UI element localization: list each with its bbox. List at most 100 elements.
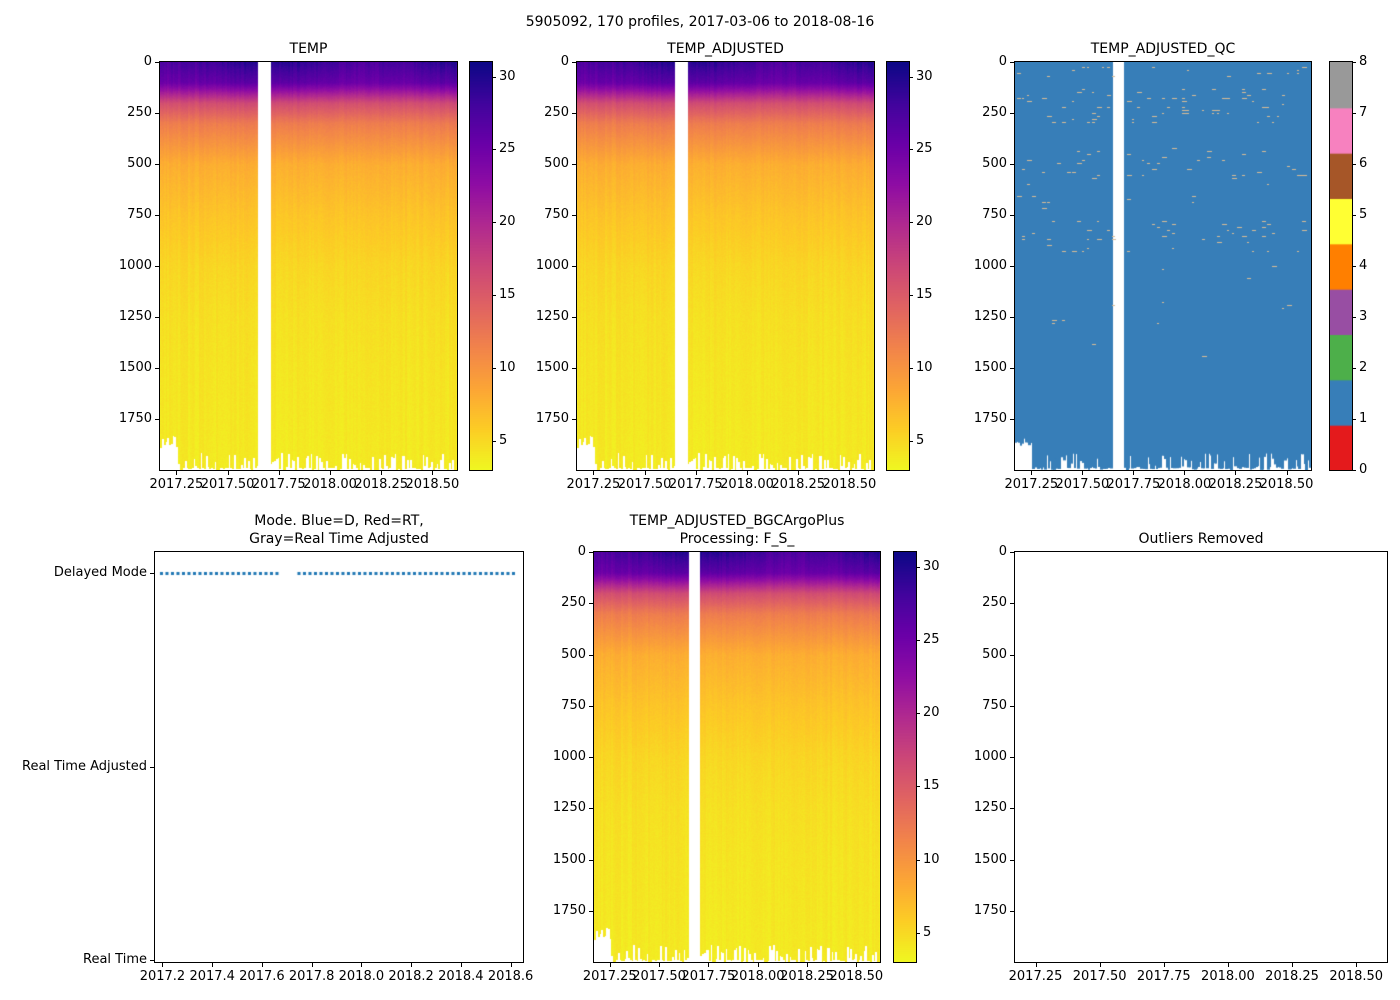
x-tick-mark (278, 471, 280, 475)
colorbar-tick-label: 30 (916, 68, 933, 84)
x-tick-mark (695, 471, 697, 475)
x-tick-label: 2017.25 (1004, 477, 1059, 492)
x-tick-label: 2018.00 (1201, 969, 1255, 984)
colorbar (469, 61, 493, 471)
colorbar-tick-label: 4 (1359, 258, 1368, 273)
y-tick-label: 750 (982, 207, 1007, 222)
y-tick-label: 750 (127, 207, 152, 222)
colorbar-tick-label: 10 (916, 360, 933, 375)
colorbar-canvas (1330, 62, 1352, 470)
outliers-plot-canvas (1015, 552, 1387, 962)
colorbar-tick-label: 5 (916, 432, 925, 448)
x-tick-mark (381, 471, 383, 475)
y-tick-label: 1500 (118, 360, 152, 375)
plot-title-outliers-removed: Outliers Removed (1138, 531, 1264, 547)
colorbar-tick-mark (916, 786, 920, 788)
x-tick-label: 2017.25 (1008, 969, 1063, 984)
x-tick-mark (593, 471, 595, 475)
x-tick-mark (212, 963, 214, 967)
x-tick-mark (1184, 471, 1186, 475)
colorbar-tick-label: 25 (923, 631, 940, 647)
x-tick-mark (311, 963, 313, 967)
colorbar-tick-mark (492, 76, 496, 78)
y-tick-mark (1010, 910, 1014, 912)
y-tick-label: 0 (998, 544, 1007, 559)
colorbar-tick-mark (916, 859, 920, 861)
x-tick-label: 2017.2 (139, 969, 186, 984)
y-tick-label: 1000 (973, 258, 1007, 273)
y-tick-mark (1010, 164, 1014, 165)
x-tick-mark (609, 963, 611, 967)
y-tick-label: 1000 (535, 258, 569, 273)
plot-title-mode: Mode. Blue=D, Red=RT, Gray=Real Time Adj… (249, 513, 429, 547)
colorbar-tick-label: 15 (923, 778, 940, 794)
y-tick-label: 500 (561, 646, 586, 662)
colorbar-tick-mark (1352, 419, 1356, 420)
x-tick-label: 2018.25 (1208, 477, 1263, 492)
plot-area-temp (159, 61, 458, 471)
y-tick-label: 1750 (973, 411, 1007, 426)
y-tick-label: 1500 (973, 851, 1007, 867)
y-tick-label: 1250 (118, 309, 152, 324)
x-tick-label: 2018.2 (388, 969, 434, 984)
y-tick-mark (155, 113, 159, 114)
colorbar-tick-label: 30 (923, 558, 940, 574)
x-tick-label: 2018.50 (822, 477, 877, 492)
y-tick-mark (1010, 654, 1014, 656)
colorbar-tick-mark (1352, 317, 1356, 318)
y-tick-mark (572, 62, 576, 63)
y-tick-mark (589, 910, 593, 912)
colorbar-tick-mark (1352, 62, 1356, 63)
x-tick-mark (460, 963, 462, 967)
y-tick-label: 1750 (973, 902, 1007, 918)
y-tick-mark (155, 62, 159, 63)
colorbar-tick-label: 1 (1359, 411, 1368, 426)
x-tick-label: 2017.6 (239, 969, 285, 984)
y-tick-mark (1010, 705, 1014, 707)
x-tick-mark (849, 471, 851, 475)
y-tick-mark (1010, 808, 1014, 810)
x-tick-label: 2018.00 (1157, 477, 1212, 492)
x-tick-mark (1227, 963, 1229, 967)
colorbar-tick-mark (909, 76, 913, 78)
y-tick-label: Delayed Mode (53, 565, 147, 581)
x-tick-label: 2018.00 (730, 969, 785, 984)
x-tick-mark (162, 963, 164, 967)
colorbar-tick-label: 10 (499, 360, 516, 375)
colorbar-tick-label: 20 (499, 214, 516, 230)
colorbar-tick-label: 20 (923, 705, 940, 721)
x-tick-label: 2018.4 (438, 969, 484, 984)
y-tick-label: 0 (560, 54, 569, 69)
x-tick-mark (227, 471, 229, 475)
x-tick-mark (176, 471, 178, 475)
figure-title: 5905092, 170 profiles, 2017-03-06 to 201… (525, 14, 875, 30)
y-tick-label: 1000 (118, 258, 152, 273)
y-tick-label: 750 (561, 697, 586, 713)
colorbar-tick-mark (492, 368, 496, 369)
y-tick-mark (155, 419, 159, 420)
y-tick-mark (155, 368, 159, 369)
y-tick-label: 1250 (973, 800, 1007, 816)
colorbar-tick-mark (1352, 266, 1356, 267)
y-tick-label: 1500 (535, 360, 569, 375)
y-tick-mark (150, 573, 154, 575)
y-tick-mark (150, 766, 154, 768)
colorbar-tick-mark (492, 149, 496, 151)
colorbar-canvas (470, 62, 492, 470)
colorbar-tick-label: 6 (1359, 156, 1368, 171)
x-tick-label: 2017.8 (288, 969, 335, 984)
x-tick-label: 2018.00 (720, 477, 774, 492)
x-tick-mark (644, 471, 646, 475)
x-tick-label: 2018.50 (829, 969, 884, 984)
y-tick-label: 1000 (552, 749, 586, 764)
x-tick-mark (1035, 963, 1037, 967)
y-tick-mark (572, 419, 576, 420)
x-tick-label: 2017.75 (251, 477, 306, 492)
y-tick-label: 500 (982, 646, 1007, 662)
y-tick-mark (589, 757, 593, 758)
temp-adjusted-qc-heatmap-canvas (1015, 62, 1311, 470)
plot-area-temp-adjusted-qc (1014, 61, 1312, 471)
